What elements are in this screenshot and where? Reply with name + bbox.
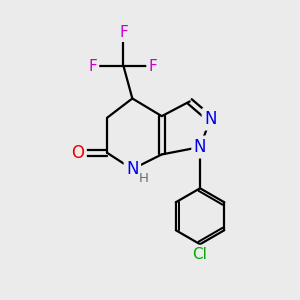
Text: Cl: Cl bbox=[193, 247, 208, 262]
Text: F: F bbox=[148, 58, 157, 74]
Text: N: N bbox=[204, 110, 217, 128]
Text: F: F bbox=[119, 25, 128, 40]
Text: N: N bbox=[126, 160, 139, 178]
Text: N: N bbox=[194, 138, 206, 156]
Text: F: F bbox=[88, 58, 97, 74]
Text: H: H bbox=[139, 172, 148, 185]
Text: O: O bbox=[71, 144, 84, 162]
